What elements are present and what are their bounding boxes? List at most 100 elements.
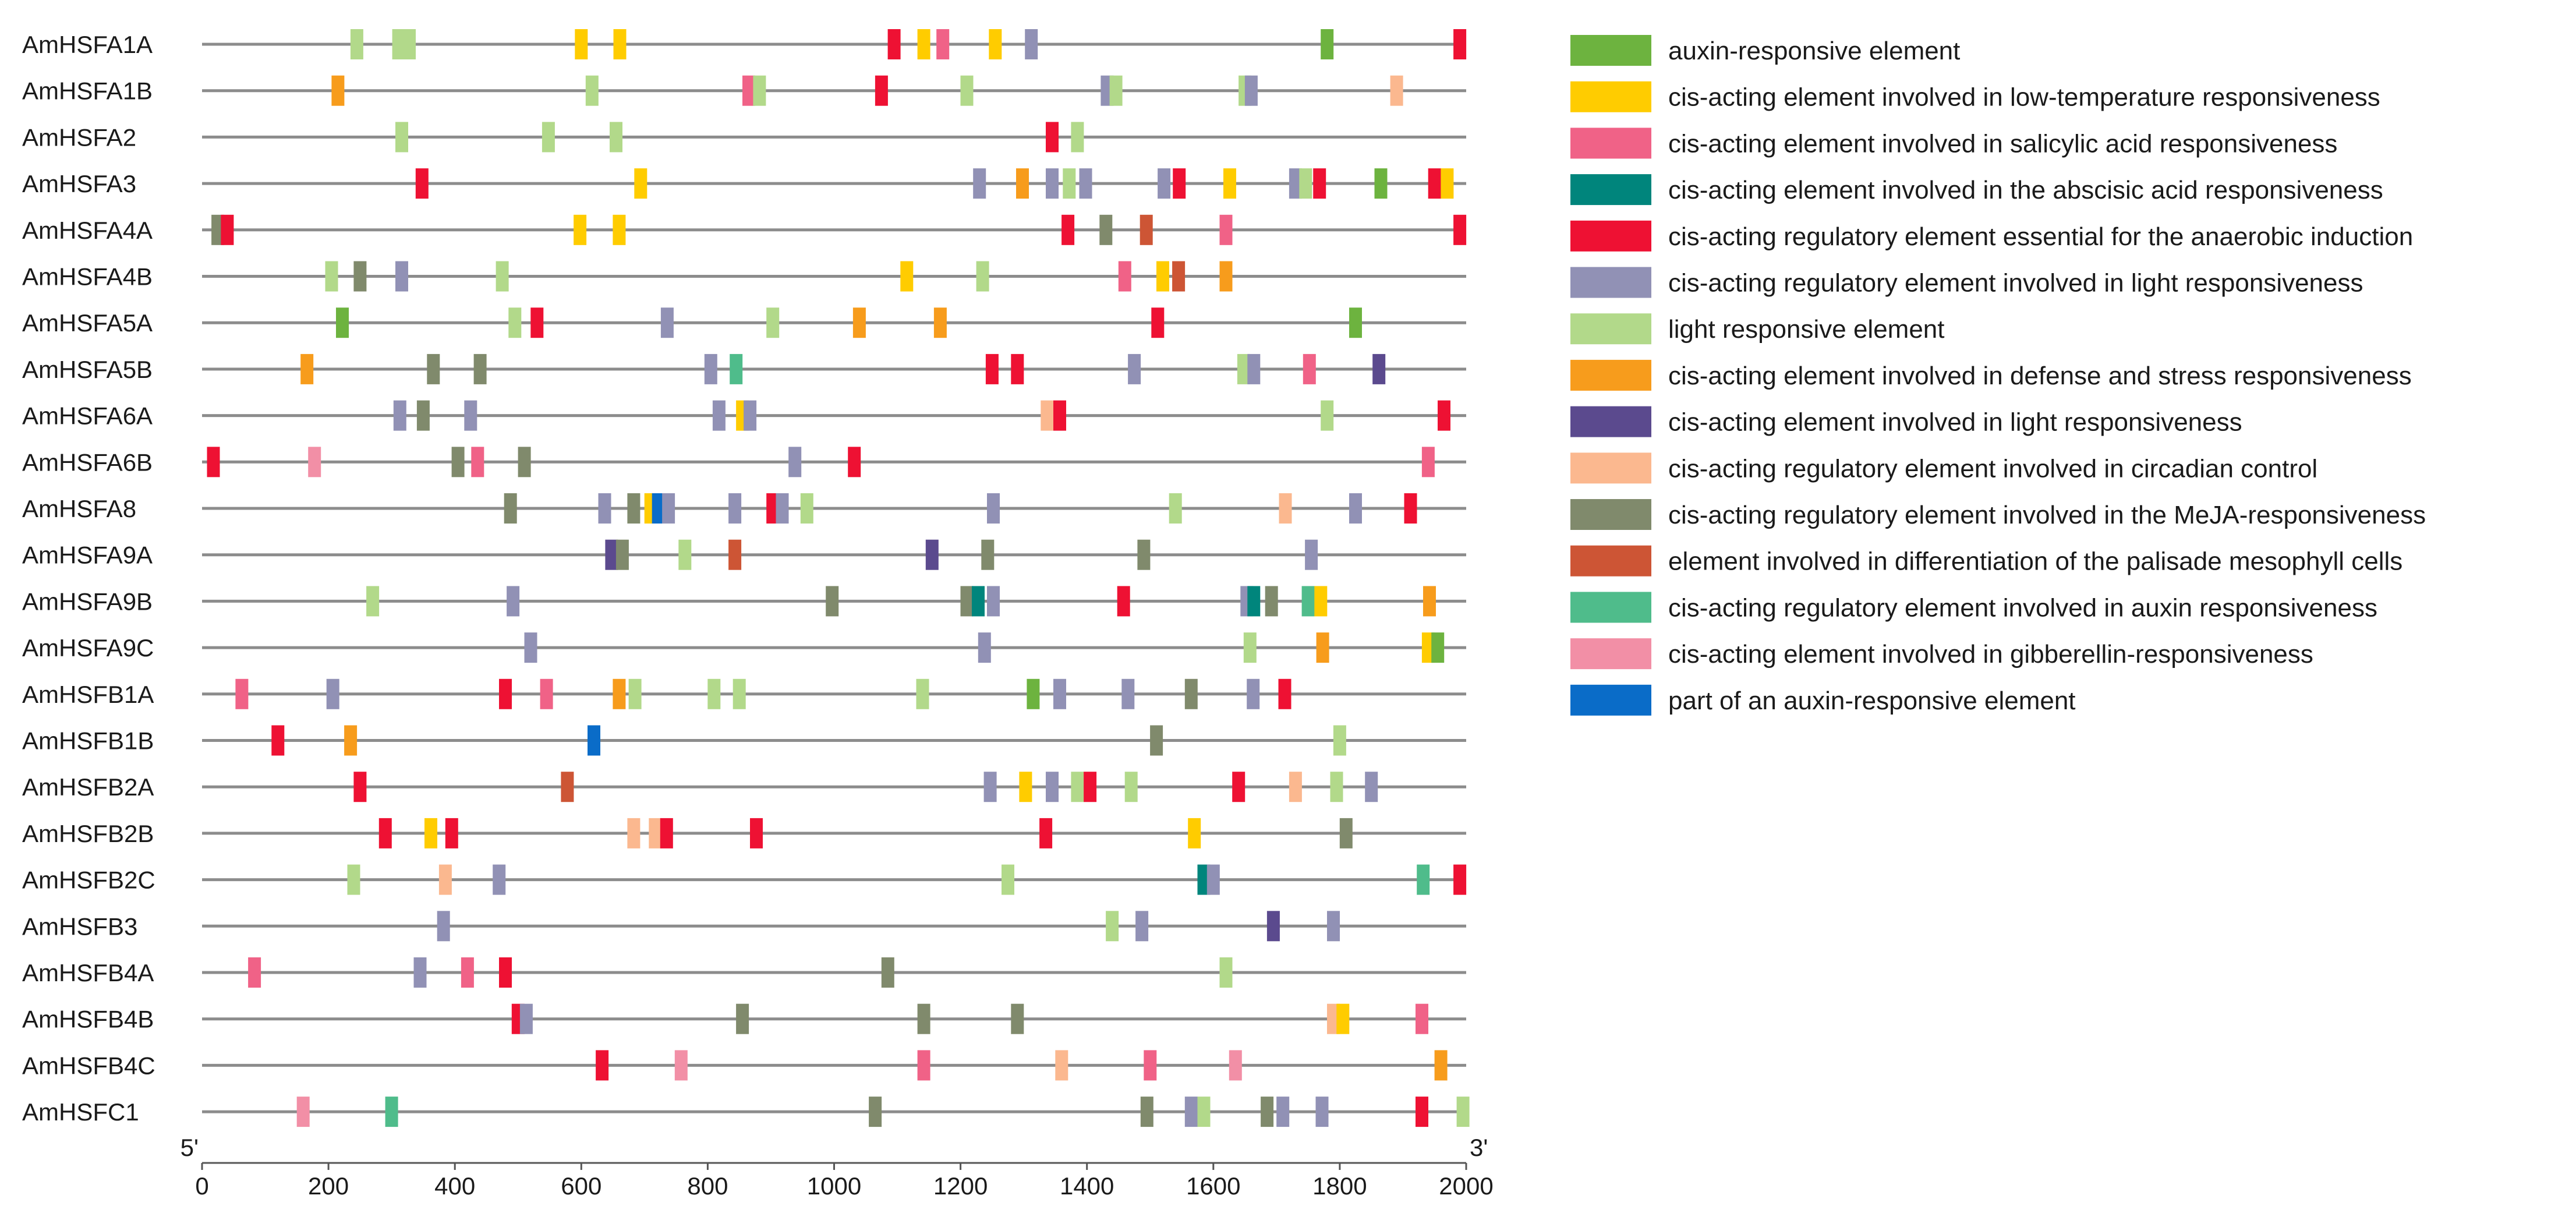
element-box-sa <box>1303 353 1316 384</box>
gene-row: AmHSFA9C <box>22 632 1466 663</box>
element-box-meja <box>451 447 465 478</box>
element-box-lightresp <box>403 29 416 59</box>
element-box-lightreg <box>519 1003 533 1034</box>
gene-label: AmHSFB2C <box>22 867 155 894</box>
legend-entry: cis-acting element involved in gibberell… <box>1570 638 2313 670</box>
element-box-defense <box>1434 1050 1448 1081</box>
gene-row: AmHSFA9A <box>22 539 1466 570</box>
element-box-meja <box>427 353 440 384</box>
gene-row: AmHSFB4B <box>22 1003 1466 1034</box>
element-box-anaer <box>378 818 392 848</box>
gene-row: AmHSFA1B <box>22 75 1466 106</box>
element-box-lightresp <box>350 29 363 59</box>
element-box-sa <box>471 447 484 478</box>
element-box-defense <box>852 307 866 338</box>
element-box-lightreg <box>788 447 802 478</box>
element-box-meja <box>1011 1003 1024 1034</box>
element-box-lightreg <box>464 400 477 431</box>
element-box-lightreg <box>393 400 406 431</box>
element-box-defense <box>300 353 314 384</box>
element-box-meja <box>869 1097 882 1127</box>
element-box-lightreg <box>712 400 726 431</box>
element-box-anaer <box>1039 818 1053 848</box>
legend-swatch <box>1570 35 1651 66</box>
element-box-anaer <box>1011 353 1024 384</box>
legend-entry: cis-acting regulatory element involved i… <box>1570 452 2317 484</box>
element-box-anaer <box>415 168 429 199</box>
element-box-sa <box>235 678 249 709</box>
gene-label: AmHSFA4A <box>22 217 153 244</box>
element-box-aux <box>336 307 349 338</box>
element-box-lightresp <box>960 75 974 106</box>
element-box-lightreg <box>660 307 674 338</box>
element-box-meja <box>826 586 839 617</box>
element-box-circ <box>1041 400 1054 431</box>
element-box-lightreg <box>1053 678 1066 709</box>
element-box-lowtemp <box>613 214 626 245</box>
gene-label: AmHSFA1A <box>22 31 153 58</box>
element-box-circ <box>1055 1050 1068 1081</box>
element-box-lightreg <box>1128 353 1141 384</box>
element-box-lightresp <box>766 307 780 338</box>
element-box-sa <box>742 75 755 106</box>
gene-row: AmHSFB3 <box>22 911 1466 942</box>
element-box-lightreg <box>507 586 520 617</box>
legend-swatch <box>1570 406 1651 437</box>
legend-entry: cis-acting element involved in light res… <box>1570 406 2242 437</box>
element-box-lightresp <box>753 75 766 106</box>
element-box-circ <box>627 818 641 848</box>
tick-label: 800 <box>687 1172 728 1200</box>
element-box-lightreg <box>1244 75 1258 106</box>
element-box-aux <box>1027 678 1040 709</box>
element-box-lightcis <box>1372 353 1386 384</box>
element-box-anaer <box>848 447 861 478</box>
legend-label: light responsive element <box>1668 315 1944 344</box>
element-box-gib <box>674 1050 688 1081</box>
element-box-meja <box>917 1003 930 1034</box>
legend-entry: cis-acting element involved in defense a… <box>1570 359 2412 391</box>
element-box-lightresp <box>366 586 380 617</box>
gene-label: AmHSFA6A <box>22 402 153 430</box>
element-box-lightreg <box>704 353 717 384</box>
element-box-aux <box>1321 29 1334 59</box>
element-box-gib <box>308 447 321 478</box>
element-box-aba <box>1247 586 1261 617</box>
gene-label: AmHSFB1A <box>22 681 154 708</box>
element-box-meja <box>1099 214 1113 245</box>
element-box-sa <box>1118 261 1131 292</box>
element-box-lowtemp <box>1314 586 1328 617</box>
element-box-aba <box>972 586 985 617</box>
element-box-lowtemp <box>574 214 587 245</box>
element-box-lightreg <box>1247 678 1260 709</box>
legend-label: element involved in differentiation of t… <box>1668 547 2402 576</box>
element-box-lightresp <box>496 261 509 292</box>
element-box-anaer <box>750 818 763 848</box>
tick-label: 1200 <box>933 1172 988 1200</box>
element-box-anaer <box>660 818 673 848</box>
tick-label: 200 <box>308 1172 349 1200</box>
gene-label: AmHSFA5A <box>22 309 153 337</box>
element-box-lowtemp <box>1223 168 1236 199</box>
element-box-lightreg <box>1327 911 1340 942</box>
element-box-lowtemp <box>613 29 627 59</box>
element-box-lightreg <box>1247 353 1261 384</box>
gene-label: AmHSFA9B <box>22 588 153 615</box>
element-box-lightreg <box>1365 772 1378 802</box>
legend-entry: cis-acting regulatory element involved i… <box>1570 592 2377 623</box>
legend-entry: part of an auxin-responsive element <box>1570 684 2076 716</box>
element-box-lowtemp <box>917 29 930 59</box>
element-box-lightreg <box>776 493 789 524</box>
legend-entry: light responsive element <box>1570 313 1944 345</box>
element-box-lightresp <box>1456 1097 1470 1127</box>
gene-label: AmHSFB1B <box>22 727 154 755</box>
element-box-lightreg <box>1135 911 1149 942</box>
legend-label: cis-acting regulatory element involved i… <box>1668 501 2426 529</box>
element-box-gib <box>296 1097 310 1127</box>
tick-label: 600 <box>561 1172 601 1200</box>
gene-row: AmHSFA2 <box>22 122 1466 153</box>
element-box-anaer <box>353 772 367 802</box>
element-box-anaer <box>1061 214 1075 245</box>
element-box-lightreg <box>983 772 997 802</box>
gene-row: AmHSFB4A <box>22 957 1466 988</box>
gene-row: AmHSFA5A <box>22 307 1466 338</box>
